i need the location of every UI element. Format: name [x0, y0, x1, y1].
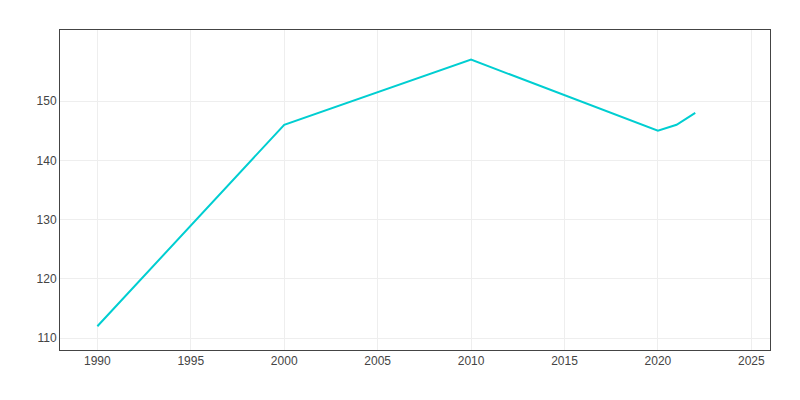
svg-text:130: 130: [37, 213, 57, 227]
svg-text:1990: 1990: [84, 354, 111, 368]
svg-text:2015: 2015: [551, 354, 578, 368]
svg-text:110: 110: [37, 331, 56, 345]
svg-text:2025: 2025: [738, 354, 765, 368]
svg-text:2020: 2020: [645, 354, 672, 368]
svg-text:150: 150: [37, 94, 57, 108]
svg-text:1995: 1995: [177, 354, 204, 368]
svg-text:120: 120: [37, 272, 57, 286]
svg-text:2010: 2010: [458, 354, 485, 368]
svg-text:140: 140: [37, 154, 57, 168]
svg-text:2000: 2000: [271, 354, 298, 368]
svg-text:2005: 2005: [364, 354, 391, 368]
